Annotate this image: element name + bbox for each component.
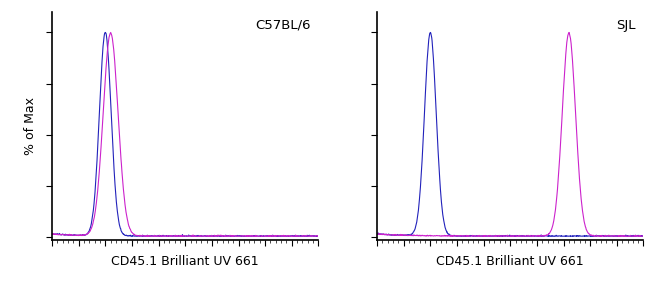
Text: C57BL/6: C57BL/6 [255, 19, 311, 32]
X-axis label: CD45.1 Brilliant UV 661: CD45.1 Brilliant UV 661 [436, 255, 584, 268]
Text: SJL: SJL [616, 19, 636, 32]
X-axis label: CD45.1 Brilliant UV 661: CD45.1 Brilliant UV 661 [111, 255, 259, 268]
Y-axis label: % of Max: % of Max [25, 97, 38, 155]
